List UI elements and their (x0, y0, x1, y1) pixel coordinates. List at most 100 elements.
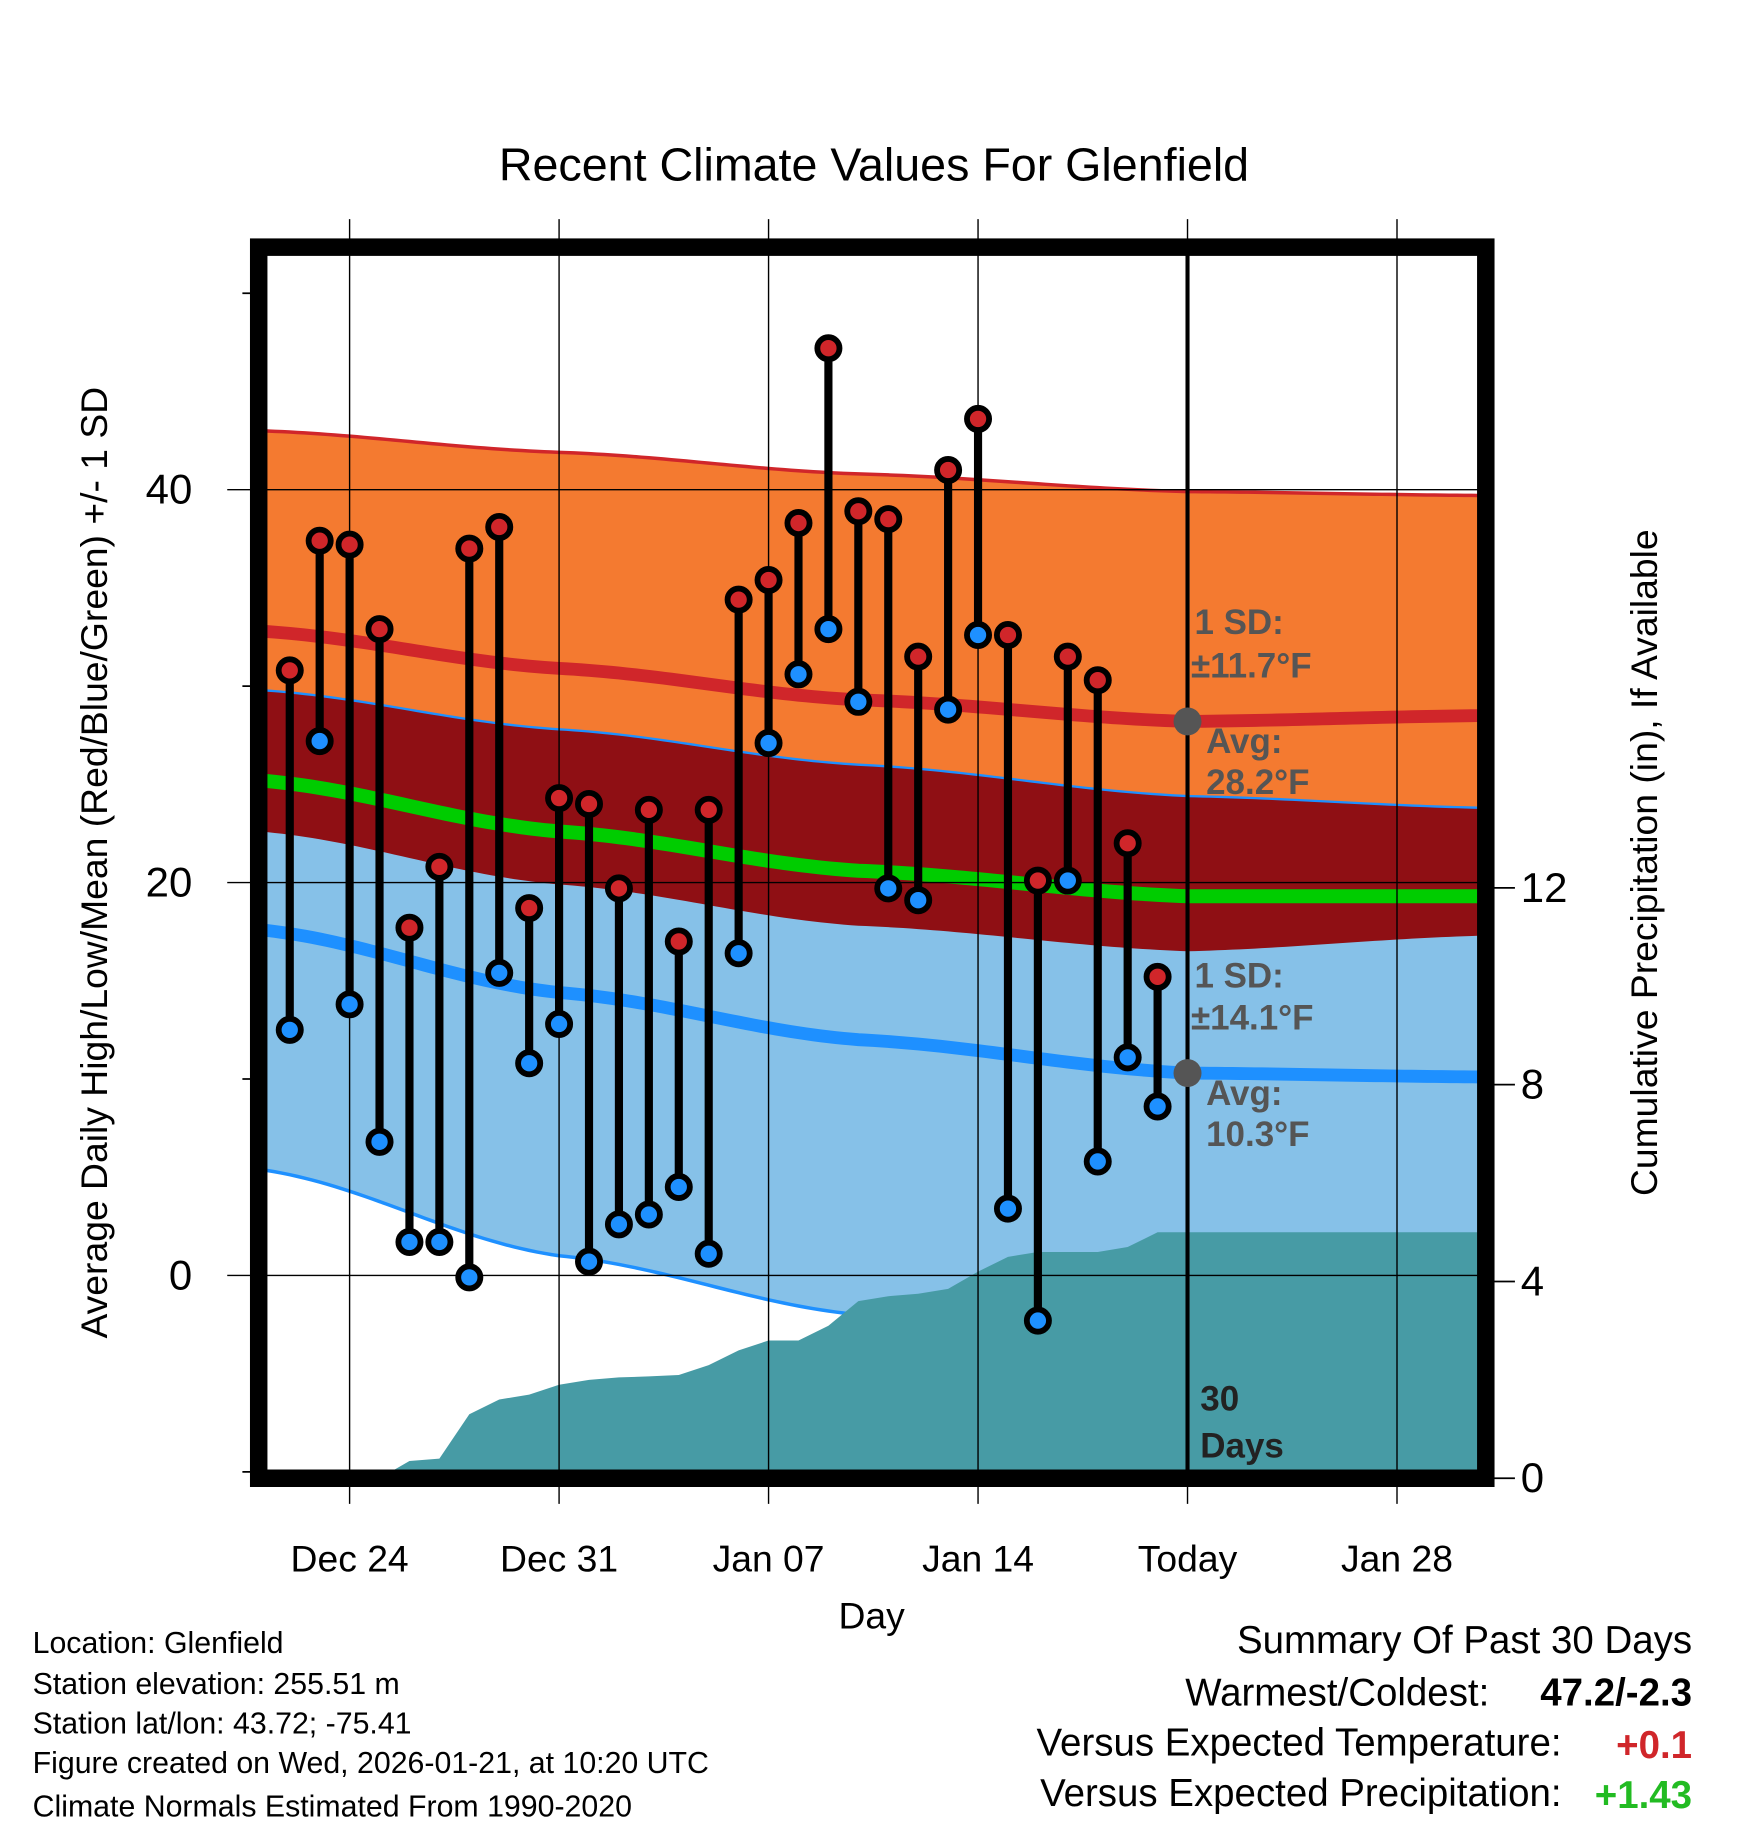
daily-high-point (784, 509, 813, 538)
plot-frame (249, 238, 1495, 1487)
today-avg-high-marker (1173, 707, 1202, 736)
avg-low-line (266, 924, 1478, 1084)
daily-high-point (754, 566, 783, 594)
warmest-coldest-value: 47.2/-2.3 (1540, 1672, 1692, 1715)
daily-low-point (664, 1173, 693, 1201)
overlap-band (266, 690, 1478, 952)
footer-location: Location: Glenfield (33, 1627, 284, 1660)
daily-high-point (934, 456, 963, 484)
daily-low-point (694, 1239, 723, 1268)
daily-low-point (604, 1210, 633, 1239)
daily-low-point (485, 958, 514, 987)
x-tick-label: Jan 14 (922, 1538, 1034, 1580)
high-sd-upper-line (266, 429, 1478, 498)
daily-low-point (784, 660, 813, 689)
daily-high-point (964, 404, 993, 433)
daily-high-point (365, 615, 394, 644)
daily-high-point (604, 874, 633, 903)
cumulative-precip-area (393, 1232, 1478, 1471)
footer-info: Location: Glenfield Station elevation: 2… (33, 1627, 709, 1823)
daily-high-point (904, 642, 933, 671)
low-avg-label: Avg: (1206, 1074, 1282, 1113)
daily-high-point (515, 894, 544, 923)
y-tick-label: 40 (146, 466, 193, 513)
warmest-coldest-label: Warmest/Coldest: (1185, 1672, 1489, 1715)
daily-low-point (934, 695, 963, 724)
y-tick-label: 20 (146, 859, 193, 906)
daily-high-point (664, 927, 693, 956)
daily-low-point (1083, 1147, 1112, 1176)
daily-low-point (724, 939, 753, 968)
low-avg-value: 10.3°F (1206, 1115, 1309, 1154)
plot-area (266, 429, 1478, 1471)
daily-high-point (1113, 829, 1142, 858)
y2-tick-label: 0 (1521, 1454, 1544, 1501)
y-tick-label: 0 (169, 1251, 192, 1298)
daily-low-point (455, 1263, 484, 1292)
x-tick-label: Jan 28 (1341, 1538, 1453, 1580)
daily-low-point (395, 1228, 424, 1256)
daily-high-point (545, 784, 574, 813)
low-sd-label: 1 SD: (1194, 956, 1283, 995)
daily-high-point (724, 585, 753, 614)
daily-low-point (634, 1200, 663, 1229)
summary-panel: Summary Of Past 30 Days Warmest/Coldest:… (1037, 1619, 1693, 1817)
daily-low-point (275, 1015, 304, 1044)
daily-low-point (964, 621, 993, 649)
today-days-label-1: 30 (1200, 1380, 1239, 1419)
y2-tick-label: 8 (1521, 1061, 1544, 1108)
daily-high-point (395, 913, 424, 942)
high-sd-value: ±11.7°F (1191, 646, 1312, 685)
daily-high-point (1053, 642, 1082, 671)
footer-normals: Climate Normals Estimated From 1990-2020 (33, 1790, 632, 1823)
y2-axis-label: Cumulative Precipitation (in), If Availa… (1623, 529, 1665, 1196)
daily-low-point (1113, 1043, 1142, 1072)
daily-low-point (1053, 866, 1082, 895)
chart-title: Recent Climate Values For Glenfield (499, 139, 1249, 191)
x-tick-label: Today (1138, 1538, 1238, 1580)
daily-low-point (993, 1194, 1022, 1223)
daily-high-point (1083, 666, 1112, 695)
daily-high-point (305, 526, 334, 555)
summary-title: Summary Of Past 30 Days (1237, 1619, 1692, 1662)
x-tick-label: Jan 07 (713, 1538, 825, 1580)
y-axis-label: Average Daily High/Low/Mean (Red/Blue/Gr… (73, 387, 115, 1339)
daily-low-point (545, 1009, 574, 1038)
temp-vs-expected-value: +0.1 (1616, 1724, 1692, 1767)
daily-high-point (874, 505, 903, 534)
daily-high-point (1143, 962, 1172, 991)
x-tick-label: Dec 31 (500, 1538, 618, 1580)
low-sd-value: ±14.1°F (1191, 998, 1314, 1037)
footer-created: Figure created on Wed, 2026-01-21, at 10… (33, 1747, 709, 1780)
daily-low-point (1023, 1306, 1052, 1335)
daily-low-point (904, 886, 933, 915)
high-avg-label: Avg: (1206, 722, 1282, 761)
daily-high-point (694, 795, 723, 824)
daily-high-point (634, 795, 663, 824)
daily-low-point (844, 687, 873, 716)
daily-high-point (814, 334, 843, 363)
avg-high-line (266, 625, 1478, 728)
daily-high-point (844, 497, 873, 526)
high-avg-value: 28.2°F (1206, 763, 1309, 802)
today-days-label-2: Days (1200, 1426, 1284, 1465)
daily-low-point (575, 1247, 603, 1276)
x-axis-label: Day (839, 1595, 906, 1637)
daily-low-point (305, 727, 334, 756)
daily-low-point (874, 874, 903, 903)
data-marks (275, 247, 1202, 1479)
today-avg-low-marker (1173, 1059, 1202, 1088)
y2-tick-label: 12 (1521, 864, 1568, 911)
high-sd-label: 1 SD: (1194, 603, 1283, 642)
low-sd-upper-line (266, 689, 1478, 809)
y2-tick-label: 4 (1521, 1257, 1544, 1304)
daily-high-point (335, 530, 364, 559)
daily-high-point (993, 621, 1022, 649)
avg-mean-line (266, 773, 1478, 904)
daily-high-point (485, 512, 514, 541)
daily-high-point (275, 656, 304, 685)
precip-vs-expected-label: Versus Expected Precipitation: (1040, 1772, 1561, 1815)
daily-low-point (365, 1127, 394, 1156)
daily-low-point (814, 615, 843, 644)
